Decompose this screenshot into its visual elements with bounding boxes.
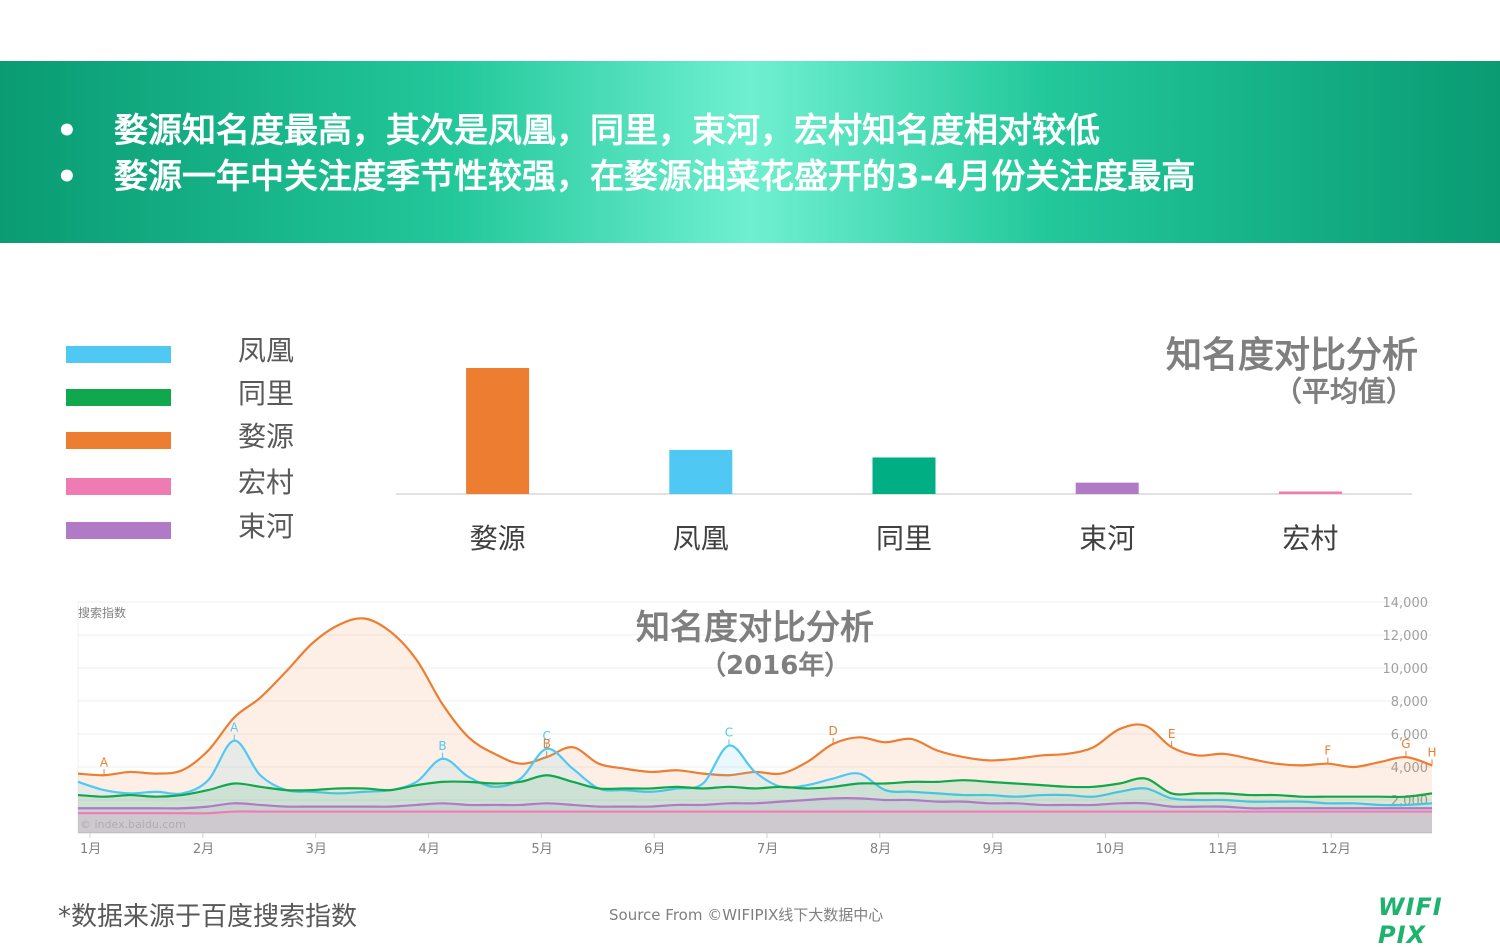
x-month-label: 10月: [1096, 842, 1126, 857]
bar-chart-subtitle: （平均值）: [1273, 375, 1414, 408]
bar-0: [466, 368, 530, 494]
y-axis-label: 搜索指数: [78, 605, 126, 620]
x-month-label: 4月: [419, 842, 440, 857]
legend-item-tongli: 同里: [66, 377, 294, 410]
bar-2: [872, 457, 936, 494]
annotation-label: A: [100, 755, 109, 769]
data-source-footnote: *数据来源于百度搜索指数: [58, 902, 358, 932]
y-tick-label: 12,000: [1383, 629, 1429, 644]
x-month-label: 2月: [193, 842, 214, 857]
bullet-item: • 婺源知名度最高，其次是凤凰，同里，束河，宏村知名度相对较低: [56, 108, 1195, 154]
annotation-label: B: [438, 739, 446, 753]
y-tick-label: 8,000: [1391, 695, 1428, 710]
annotation-label: H: [1427, 745, 1436, 759]
x-month-label: 5月: [531, 842, 552, 857]
y-tick-label: 2,000: [1391, 794, 1428, 809]
annotation-label: C: [542, 729, 550, 743]
legend-swatch: [66, 432, 171, 449]
series-area-4: [78, 811, 1432, 833]
line-chart-title: 知名度对比分析: [636, 608, 874, 648]
legend-item-hongcun: 宏村: [66, 466, 294, 499]
source-credit: Source From ©WIFIPIX线下大数据中心: [609, 906, 884, 924]
bar-category-label: 同里: [876, 522, 932, 555]
legend-swatch: [66, 522, 171, 539]
series-line-4: [78, 810, 1432, 815]
series-line-1: [77, 739, 1433, 807]
legend-label: 同里: [238, 377, 295, 410]
y-tick-label: 4,000: [1391, 761, 1428, 776]
x-month-label: 12月: [1321, 842, 1351, 857]
series-area-2: [78, 775, 1432, 833]
series-area-3: [78, 798, 1432, 833]
bar-category-label: 宏村: [1282, 522, 1338, 555]
bar-4: [1278, 491, 1342, 494]
bar-1: [669, 449, 733, 494]
header-banner: [0, 61, 1500, 243]
y-tick-label: 6,000: [1391, 728, 1428, 743]
legend-swatch: [66, 346, 171, 363]
legend-item-wuyuan: 婺源: [66, 420, 294, 453]
bar-category-label: 束河: [1079, 522, 1135, 555]
bar-3: [1075, 482, 1139, 494]
annotation-label: A: [230, 721, 239, 735]
wifipix-logo: WIFI PIX: [1378, 893, 1443, 949]
bullet-text: 婺源知名度最高，其次是凤凰，同里，束河，宏村知名度相对较低: [114, 111, 1100, 151]
x-month-label: 9月: [983, 842, 1004, 857]
legend-item-shuhe: 束河: [66, 510, 294, 543]
y-tick-label: 10,000: [1383, 662, 1429, 677]
annotation-label: B: [543, 737, 551, 751]
bar-chart-title: 知名度对比分析: [1165, 335, 1418, 376]
legend-swatch: [66, 478, 171, 495]
bullet-item: • 婺源一年中关注度季节性较强，在婺源油菜花盛开的3-4月份关注度最高: [56, 154, 1195, 200]
annotation-label: C: [725, 726, 733, 740]
chart-watermark: © index.baidu.com: [80, 818, 186, 831]
bullet-symbol: •: [56, 157, 78, 197]
legend-swatch: [66, 389, 171, 406]
legend-label: 婺源: [238, 420, 295, 453]
x-month-label: 1月: [80, 842, 101, 857]
line-chart-subtitle: （2016年）: [700, 651, 851, 681]
bullet-text: 婺源一年中关注度季节性较强，在婺源油菜花盛开的3-4月份关注度最高: [114, 157, 1196, 197]
x-month-label: 11月: [1208, 842, 1238, 857]
annotation-label: E: [1168, 727, 1176, 741]
legend-label: 凤凰: [238, 334, 295, 367]
legend-label: 束河: [238, 510, 295, 543]
series-line-3: [78, 797, 1432, 810]
bullet-symbol: •: [56, 111, 78, 151]
bar-category-label: 婺源: [470, 522, 526, 555]
x-month-label: 7月: [757, 842, 778, 857]
summary-bullets: • 婺源知名度最高，其次是凤凰，同里，束河，宏村知名度相对较低 • 婺源一年中关…: [56, 108, 1195, 200]
annotation-label: F: [1324, 744, 1331, 758]
x-month-label: 8月: [870, 842, 891, 857]
legend-item-fenghuang: 凤凰: [66, 334, 294, 367]
x-month-label: 6月: [644, 842, 665, 857]
series-line-2: [77, 774, 1433, 799]
annotation-label: D: [828, 724, 837, 738]
legend-label: 宏村: [238, 466, 295, 499]
bar-category-label: 凤凰: [673, 522, 729, 555]
annotation-label: G: [1401, 737, 1410, 751]
series-area-1: [78, 740, 1432, 833]
x-month-label: 3月: [306, 842, 327, 857]
y-tick-label: 14,000: [1383, 596, 1429, 611]
